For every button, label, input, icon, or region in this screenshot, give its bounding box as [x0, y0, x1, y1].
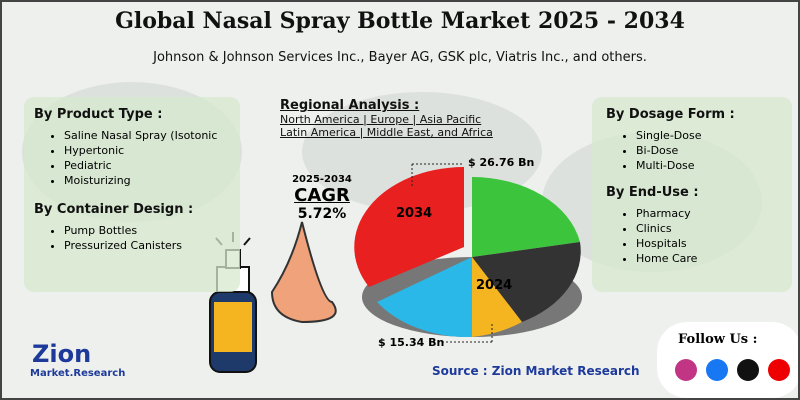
- list: Pump BottlesPressurized Canisters: [34, 223, 240, 253]
- subtitle: Johnson & Johnson Services Inc., Bayer A…: [153, 50, 647, 65]
- logo-name: Zion: [32, 340, 92, 368]
- title: Global Nasal Spray Bottle Market 2025 - …: [115, 8, 685, 34]
- cagr-period: 2025-2034: [292, 174, 352, 185]
- list-item: Bi-Dose: [636, 143, 792, 158]
- list-item: Pharmacy: [636, 206, 792, 221]
- regional-heading: Regional Analysis :: [280, 98, 420, 113]
- list-item: Pediatric: [64, 158, 240, 173]
- regional: Regional Analysis : North America | Euro…: [280, 98, 493, 139]
- follow-label: Follow Us :: [678, 332, 758, 347]
- pie-label: 2024: [476, 278, 513, 293]
- pie-value: $ 15.34 Bn: [378, 336, 445, 349]
- cagr: 2025-2034 CAGR 5.72%: [272, 174, 372, 222]
- cagr-value: 5.72%: [297, 206, 347, 222]
- right-panel: By Dosage Form : Single-DoseBi-DoseMulti…: [592, 97, 792, 292]
- pie-value: $ 26.76 Bn: [468, 156, 535, 169]
- list: Single-DoseBi-DoseMulti-Dose: [606, 128, 792, 173]
- logo-tagline: Market.Research: [30, 368, 126, 379]
- list-item: Hypertonic: [64, 143, 240, 158]
- list-item: Clinics: [636, 221, 792, 236]
- source: Source : Zion Market Research: [432, 364, 640, 378]
- regional-line: North America | Europe | Asia Pacific: [280, 113, 482, 126]
- list-item: Single-Dose: [636, 128, 792, 143]
- cagr-label: CAGR: [294, 185, 350, 206]
- left-panel: By Product Type : Saline Nasal Spray (Is…: [24, 97, 240, 292]
- list: Saline Nasal Spray (IsotonicHypertonicPe…: [34, 128, 240, 188]
- list-item: Multi-Dose: [636, 158, 792, 173]
- list-item: Home Care: [636, 251, 792, 266]
- list-item: Saline Nasal Spray (Isotonic: [64, 128, 240, 143]
- list: PharmacyClinicsHospitalsHome Care: [606, 206, 792, 266]
- list-item: Pump Bottles: [64, 223, 240, 238]
- regional-line: Latin America | Middle East, and Africa: [280, 126, 493, 139]
- list-item: Moisturizing: [64, 173, 240, 188]
- list-item: Pressurized Canisters: [64, 238, 240, 253]
- pie-label: 2034: [396, 206, 433, 221]
- section-heading: By Dosage Form :: [606, 107, 735, 122]
- section-heading: By End-Use :: [606, 185, 699, 200]
- list-item: Hospitals: [636, 236, 792, 251]
- section-heading: By Product Type :: [34, 107, 163, 122]
- section-heading: By Container Design :: [34, 202, 194, 217]
